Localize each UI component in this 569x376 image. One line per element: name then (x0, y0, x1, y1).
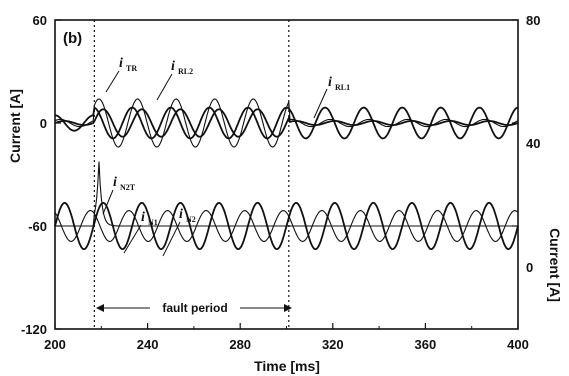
y-right-tick-80: 80 (526, 13, 540, 28)
x-tick-360: 360 (415, 337, 437, 352)
series-label-irl1: i RL1 (328, 75, 350, 92)
series-label-in1-main: i (141, 210, 145, 225)
x-tick-280: 280 (229, 337, 251, 352)
fault-period-label: fault period (162, 301, 227, 315)
leader-in2 (162, 221, 181, 257)
series-label-irl1-main: i (328, 75, 332, 90)
series-label-irl2: i RL2 (171, 59, 193, 76)
series-line-itr (54, 108, 519, 138)
x-tick-320: 320 (322, 337, 344, 352)
label-leaders (102, 70, 328, 257)
series-label-in2-main: i (179, 207, 183, 222)
leader-irl2 (156, 73, 173, 101)
series-label-itr-sub: TR (126, 64, 137, 73)
panel-label: (b) (63, 30, 82, 47)
series-label-in2: i N2 (179, 207, 196, 224)
fault-arrow-head-right (284, 304, 292, 312)
leader-in2t (102, 189, 114, 215)
fault-period-annotation: fault period (96, 301, 292, 315)
leader-irl1 (313, 88, 328, 119)
series-label-itr-main: i (119, 56, 123, 71)
leader-in1 (123, 224, 142, 254)
series-label-in2-sub: N2 (186, 215, 196, 224)
series-label-in2t-sub: N2T (120, 183, 136, 192)
plot-area (54, 19, 519, 330)
series-label-irl1-sub: RL1 (335, 83, 350, 92)
x-tick-200: 200 (44, 337, 66, 352)
series-label-in1: i N1 (141, 210, 158, 227)
y-left-tick-minus120: -120 (21, 322, 47, 337)
fault-arrow-head-left (96, 304, 104, 312)
leader-itr (105, 70, 120, 93)
series-label-in2t: i N2T (113, 175, 136, 192)
series-line-irl1 (54, 106, 519, 140)
x-tick-400: 400 (507, 337, 529, 352)
y-left-tick-0: 0 (40, 116, 47, 131)
series-label-irl2-sub: RL2 (178, 67, 193, 76)
series-label-in2t-main: i (113, 175, 117, 190)
y-left-tick-60: 60 (33, 13, 47, 28)
series-label-irl2-main: i (171, 59, 175, 74)
y-axis-title-left: Current [A] (7, 89, 23, 163)
series-label-in1-sub: N1 (148, 218, 158, 227)
y-axis-title-right: Current [A] (547, 228, 563, 302)
series-line-in1 (54, 201, 519, 251)
series-line-in2t (55, 161, 518, 227)
y-left-tick-minus60: -60 (28, 219, 47, 234)
y-right-tick-0: 0 (526, 260, 533, 275)
series-label-itr: i TR (119, 56, 137, 73)
series-line-in2 (54, 210, 519, 242)
plot-frame (54, 19, 519, 330)
x-tick-240: 240 (137, 337, 159, 352)
y-right-tick-40: 40 (526, 136, 540, 151)
x-axis-title: Time [ms] (254, 358, 320, 374)
